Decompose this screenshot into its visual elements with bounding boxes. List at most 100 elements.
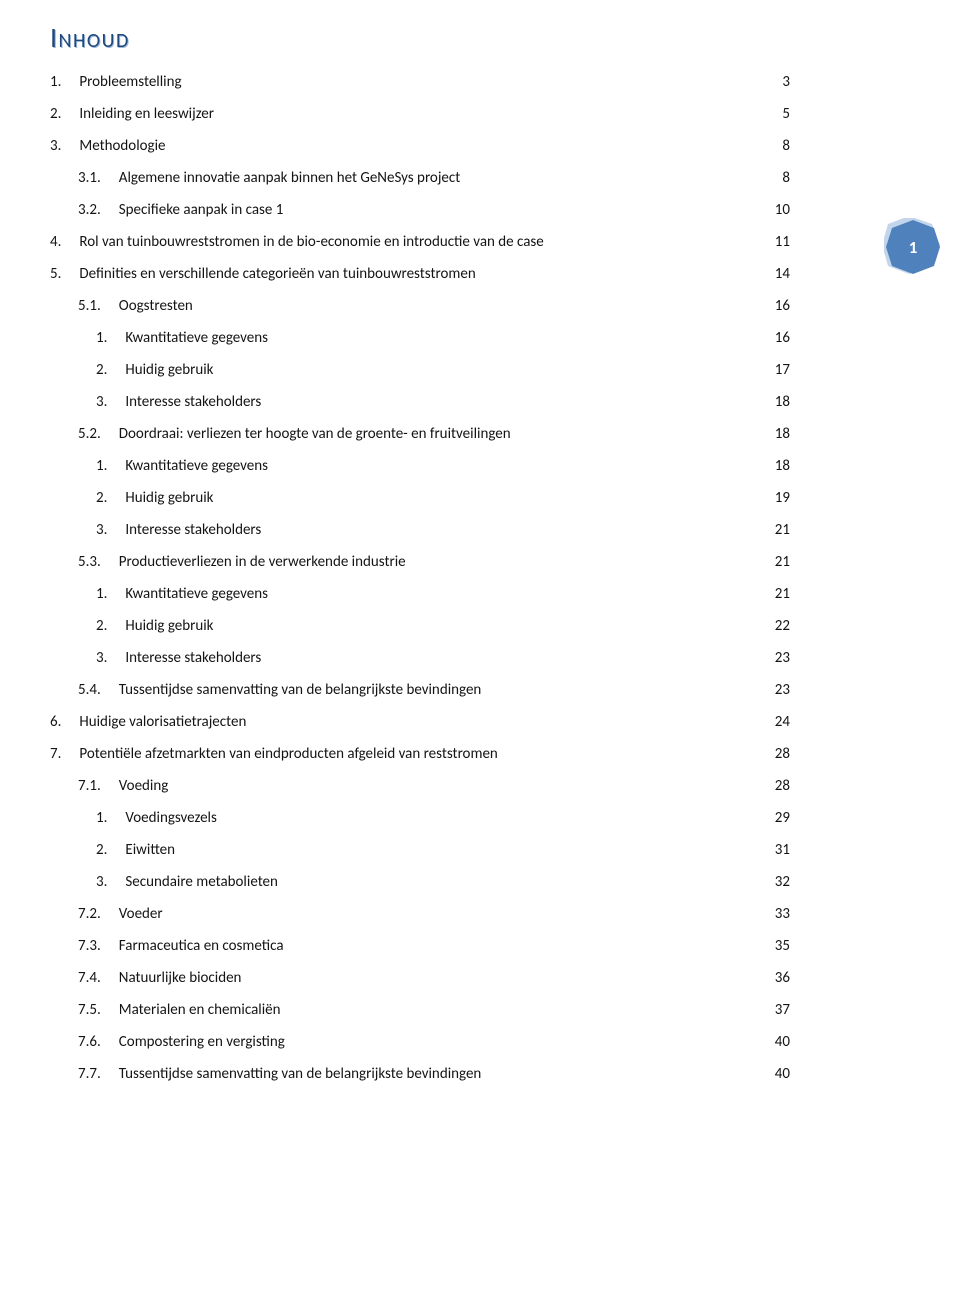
toc-entry[interactable]: 2.Huidig gebruik17 xyxy=(50,361,790,379)
toc-entry-page: 33 xyxy=(771,905,790,923)
toc-entry-page: 37 xyxy=(771,1001,790,1019)
toc-entry-number: 5. xyxy=(50,265,79,283)
toc-entry-page: 14 xyxy=(771,265,790,283)
toc-entry[interactable]: 7.7.Tussentijdse samenvatting van de bel… xyxy=(50,1065,790,1083)
toc-entry[interactable]: 1.Kwantitatieve gegevens16 xyxy=(50,329,790,347)
toc-entry-number: 3. xyxy=(50,137,79,155)
toc-entry-label: Interesse stakeholders xyxy=(125,649,261,667)
toc-entry-number: 5.3. xyxy=(78,553,119,571)
toc-entry[interactable]: 3.2.Specifieke aanpak in case 110 xyxy=(50,201,790,219)
toc-entry[interactable]: 3.Interesse stakeholders18 xyxy=(50,393,790,411)
toc-entry[interactable]: 7.3.Farmaceutica en cosmetica35 xyxy=(50,937,790,955)
toc-entry-page: 18 xyxy=(771,425,790,443)
toc-entry-number: 7. xyxy=(50,745,79,763)
toc-entry-page: 16 xyxy=(771,297,790,315)
toc-entry[interactable]: 3.1.Algemene innovatie aanpak binnen het… xyxy=(50,169,790,187)
toc-entry[interactable]: 7.1.Voeding 28 xyxy=(50,777,790,795)
toc-entry-label: Natuurlijke biociden xyxy=(119,969,242,987)
toc-entry[interactable]: 3.Secundaire metabolieten32 xyxy=(50,873,790,891)
toc-entry-page: 32 xyxy=(771,873,790,891)
toc-entry-number: 2. xyxy=(96,617,125,635)
toc-entry[interactable]: 6.Huidige valorisatietrajecten 24 xyxy=(50,713,790,731)
toc-entry-label: Definities en verschillende categorieën … xyxy=(79,265,475,283)
toc-entry-label: Voedingsvezels xyxy=(125,809,216,827)
toc-entry-page: 16 xyxy=(771,329,790,347)
toc-entry[interactable]: 5.Definities en verschillende categorieë… xyxy=(50,265,790,283)
toc-entry[interactable]: 7.2.Voeder33 xyxy=(50,905,790,923)
toc-entry[interactable]: 2.Inleiding en leeswijzer5 xyxy=(50,105,790,123)
toc-entry-page: 21 xyxy=(771,521,790,539)
toc-entry-label: Secundaire metabolieten xyxy=(125,873,278,891)
toc-entry-page: 28 xyxy=(771,777,790,795)
toc-entry-page: 29 xyxy=(771,809,790,827)
toc-entry[interactable]: 1.Kwantitatieve gegevens21 xyxy=(50,585,790,603)
toc-entry-label: Tussentijdse samenvatting van de belangr… xyxy=(119,1065,482,1083)
toc-entry-number: 3.1. xyxy=(78,169,119,187)
toc-entry-number: 7.4. xyxy=(78,969,119,987)
toc-entry-number: 3. xyxy=(96,649,125,667)
toc-entry[interactable]: 3.Methodologie8 xyxy=(50,137,790,155)
toc-entry-label: Inleiding en leeswijzer xyxy=(79,105,214,123)
toc-entry-page: 5 xyxy=(778,105,790,123)
toc-entry[interactable]: 1.Voedingsvezels 29 xyxy=(50,809,790,827)
toc-entry[interactable]: 2.Huidig gebruik19 xyxy=(50,489,790,507)
toc-entry-label: Compostering en vergisting xyxy=(119,1033,285,1051)
toc-entry-page: 8 xyxy=(778,169,790,187)
toc-entry-number: 1. xyxy=(50,73,79,91)
toc-entry-label: Eiwitten xyxy=(125,841,175,859)
toc-entry[interactable]: 7.4.Natuurlijke biociden 36 xyxy=(50,969,790,987)
toc-entry[interactable]: 5.3.Productieverliezen in de verwerkende… xyxy=(50,553,790,571)
toc-entry-label: Huidige valorisatietrajecten xyxy=(79,713,246,731)
toc-entry-number: 5.2. xyxy=(78,425,119,443)
toc-entry-label: Potentiële afzetmarkten van eindproducte… xyxy=(79,745,497,763)
toc-entry-label: Huidig gebruik xyxy=(125,361,213,379)
toc-entry[interactable]: 2.Eiwitten 31 xyxy=(50,841,790,859)
toc-entry-page: 17 xyxy=(771,361,790,379)
toc-entry-number: 7.6. xyxy=(78,1033,119,1051)
toc-entry-number: 7.5. xyxy=(78,1001,119,1019)
toc-entry-page: 23 xyxy=(771,649,790,667)
toc-entry-page: 19 xyxy=(771,489,790,507)
toc-entry-number: 7.7. xyxy=(78,1065,119,1083)
toc-entry-label: Rol van tuinbouwreststromen in de bio-ec… xyxy=(79,233,543,251)
toc-entry[interactable]: 1.Probleemstelling3 xyxy=(50,73,790,91)
toc-entry-label: Materialen en chemicaliën xyxy=(119,1001,281,1019)
toc-entry[interactable]: 1.Kwantitatieve gegevens18 xyxy=(50,457,790,475)
toc-entry-label: Methodologie xyxy=(79,137,165,155)
toc-entry-label: Kwantitatieve gegevens xyxy=(125,329,268,347)
toc-entry-page: 18 xyxy=(771,457,790,475)
toc-entry-label: Productieverliezen in de verwerkende ind… xyxy=(119,553,406,571)
toc-entry[interactable]: 3.Interesse stakeholders21 xyxy=(50,521,790,539)
toc-entry-label: Kwantitatieve gegevens xyxy=(125,585,268,603)
toc-entry-label: Voeding xyxy=(119,777,169,795)
toc-entry-number: 3. xyxy=(96,521,125,539)
toc-entry[interactable]: 7.6.Compostering en vergisting40 xyxy=(50,1033,790,1051)
toc-entry[interactable]: 7.5.Materialen en chemicaliën 37 xyxy=(50,1001,790,1019)
toc-entry-label: Farmaceutica en cosmetica xyxy=(119,937,284,955)
toc-entry-label: Specifieke aanpak in case 1 xyxy=(119,201,284,219)
toc-entry-page: 22 xyxy=(771,617,790,635)
toc-entry-label: Tussentijdse samenvatting van de belangr… xyxy=(119,681,482,699)
toc-entry-page: 31 xyxy=(771,841,790,859)
page-number-badge: 1 xyxy=(884,218,942,276)
toc-entry-number: 6. xyxy=(50,713,79,731)
toc-entry[interactable]: 7.Potentiële afzetmarkten van eindproduc… xyxy=(50,745,790,763)
toc-entry-page: 28 xyxy=(771,745,790,763)
toc-entry[interactable]: 4.Rol van tuinbouwreststromen in de bio-… xyxy=(50,233,790,251)
toc-entry[interactable]: 2.Huidig gebruik22 xyxy=(50,617,790,635)
toc-entry-page: 36 xyxy=(771,969,790,987)
toc-entry-page: 24 xyxy=(771,713,790,731)
toc-entry-label: Huidig gebruik xyxy=(125,489,213,507)
toc-entry[interactable]: 5.4.Tussentijdse samenvatting van de bel… xyxy=(50,681,790,699)
toc-entry-number: 3.2. xyxy=(78,201,119,219)
page-title: Inhoud xyxy=(50,20,790,55)
toc-entry-number: 1. xyxy=(96,809,125,827)
document-page: Inhoud 1.Probleemstelling3 2. Inleiding en… xyxy=(0,0,870,1127)
toc-entry[interactable]: 3.Interesse stakeholders 23 xyxy=(50,649,790,667)
toc-entry[interactable]: 5.2.Doordraai: verliezen ter hoogte van … xyxy=(50,425,790,443)
toc-entry-number: 1. xyxy=(96,585,125,603)
toc-entry-number: 7.1. xyxy=(78,777,119,795)
toc-entry-number: 2. xyxy=(96,841,125,859)
toc-entry-label: Algemene innovatie aanpak binnen het GeN… xyxy=(119,169,460,187)
toc-entry[interactable]: 5.1.Oogstresten16 xyxy=(50,297,790,315)
